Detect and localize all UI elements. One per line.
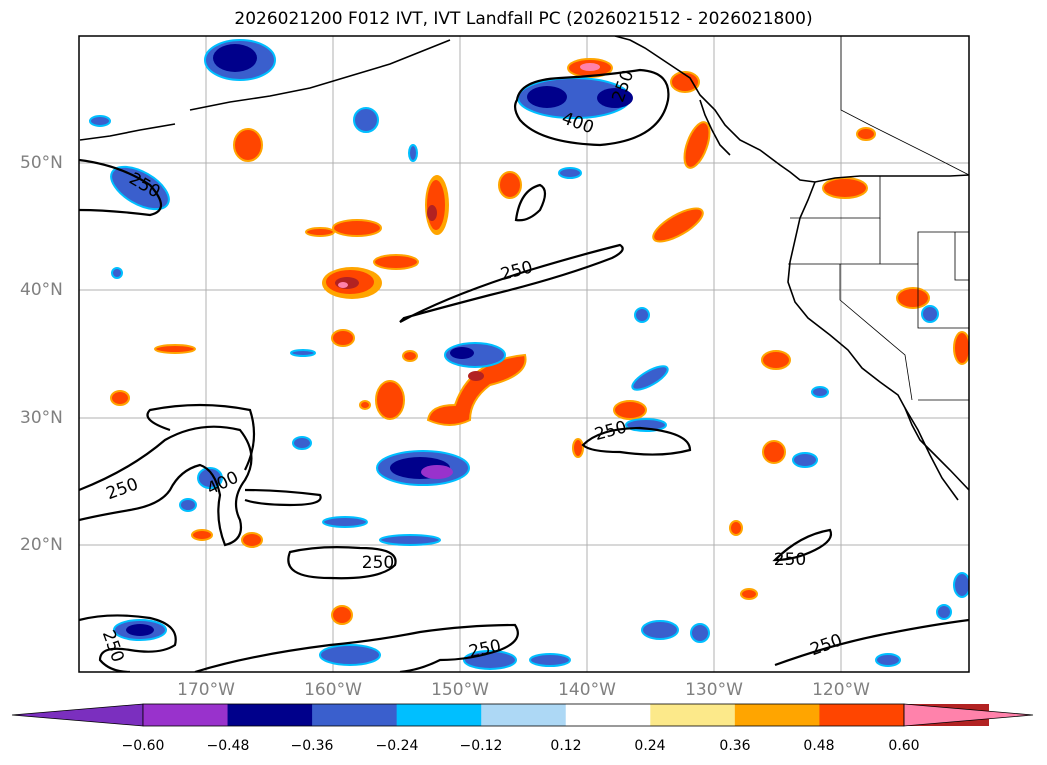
- colorbar-extend-min: [11, 703, 144, 727]
- colorbar-tick: 0.36: [719, 738, 751, 754]
- colorbar: [11, 703, 1034, 727]
- ivt-contours: [79, 68, 969, 672]
- negative-pc-shading: [89, 39, 969, 670]
- lat-label: 20°N: [20, 535, 63, 555]
- colorbar-segment: [481, 704, 567, 726]
- contour-label: 250: [774, 550, 806, 570]
- colorbar-segment: [143, 704, 229, 726]
- colorbar-outline: [142, 703, 905, 727]
- colorbar-segment: [396, 704, 482, 726]
- lon-label: 130°W: [685, 680, 743, 700]
- lon-label: 170°W: [177, 680, 235, 700]
- colorbar-tick: 0.48: [803, 738, 835, 754]
- contour-label: 250: [362, 553, 394, 573]
- colorbar-tick: 0.12: [550, 738, 582, 754]
- colorbar-segment: [565, 704, 651, 726]
- map-background: [79, 36, 969, 672]
- positive-pc-shading: [110, 58, 969, 625]
- colorbar-segment: [819, 704, 905, 726]
- lon-label: 150°W: [431, 680, 489, 700]
- colorbar-tick: 0.60: [888, 738, 920, 754]
- colorbar-segment: [734, 704, 820, 726]
- colorbar-tick: 0.24: [634, 738, 666, 754]
- lon-label: 120°W: [812, 680, 870, 700]
- lat-label: 50°N: [20, 153, 63, 173]
- colorbar-tick: −0.60: [121, 738, 165, 754]
- colorbar-tick: −0.12: [459, 738, 503, 754]
- colorbar-tick: −0.24: [375, 738, 419, 754]
- colorbar-segment: [312, 704, 398, 726]
- coastlines: [79, 36, 969, 501]
- colorbar-segment: [227, 704, 313, 726]
- lon-label: 160°W: [304, 680, 362, 700]
- gridlines: [79, 36, 969, 672]
- state-borders: [788, 36, 969, 401]
- colorbar-tick: −0.48: [206, 738, 250, 754]
- colorbar-segment: [650, 704, 736, 726]
- lon-label: 140°W: [558, 680, 616, 700]
- map-frame: [78, 35, 970, 673]
- lat-label: 40°N: [20, 280, 63, 300]
- colorbar-tick: −0.36: [290, 738, 334, 754]
- map-title: 2026021200 F012 IVT, IVT Landfall PC (20…: [234, 9, 813, 29]
- lat-label: 30°N: [20, 408, 63, 428]
